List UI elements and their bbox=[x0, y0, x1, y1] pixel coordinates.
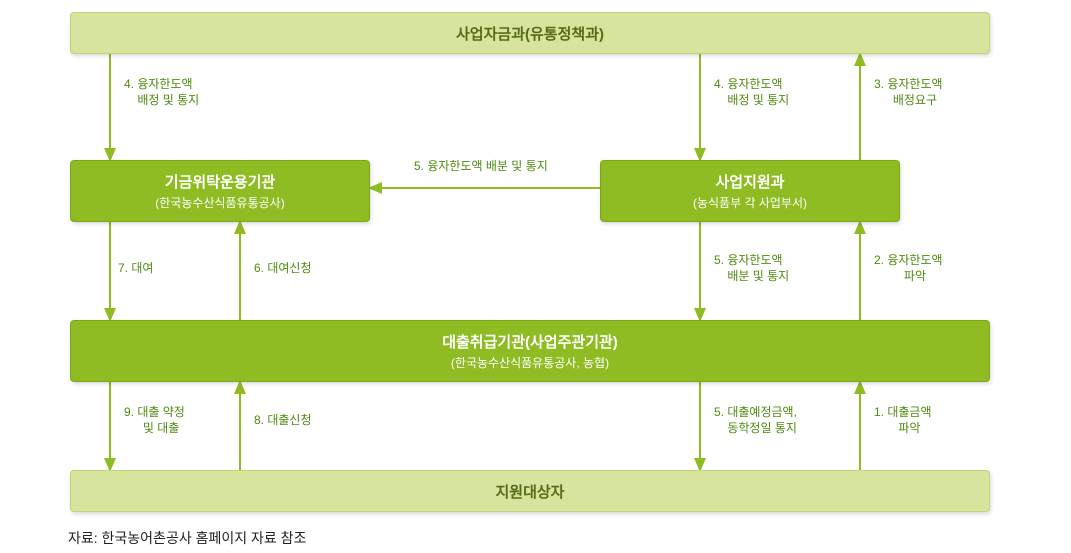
node-business-fund-dept: 사업자금과(유통정책과) bbox=[70, 12, 990, 54]
edge-label-line: 5. 대출예정금액, bbox=[714, 404, 797, 420]
edge-label-line: 3. 융자한도액 bbox=[874, 76, 943, 92]
node-title: 기금위탁운용기관 bbox=[165, 171, 275, 192]
node-project-support-dept: 사업지원과 (농식품부 각 사업부서) bbox=[600, 160, 900, 222]
edge-label-line: 6. 대여신청 bbox=[254, 260, 312, 276]
edge-label: 9. 대출 약정 및 대출 bbox=[124, 404, 185, 436]
node-subtitle: (한국농수산식품유통공사) bbox=[155, 194, 284, 211]
node-subtitle: (한국농수산식품유통공사, 농협) bbox=[451, 354, 609, 371]
node-beneficiary: 지원대상자 bbox=[70, 470, 990, 512]
node-fund-trustee-agency: 기금위탁운용기관 (한국농수산식품유통공사) bbox=[70, 160, 370, 222]
edge-label: 4. 융자한도액 배정 및 통지 bbox=[124, 76, 199, 108]
edge-label-line: 5. 융자한도액 bbox=[714, 252, 789, 268]
edge-label-line: 8. 대출신청 bbox=[254, 412, 312, 428]
edge-label-line: 파악 bbox=[874, 420, 932, 436]
edge-label-line: 파악 bbox=[874, 268, 943, 284]
edge-label: 7. 대여 bbox=[118, 260, 153, 276]
edge-label-line: 4. 융자한도액 bbox=[124, 76, 199, 92]
edge-label-line: 배정요구 bbox=[874, 92, 943, 108]
edge-label-line: 배정 및 통지 bbox=[124, 92, 199, 108]
edge-label-line: 2. 융자한도액 bbox=[874, 252, 943, 268]
edge-label-line: 1. 대출금액 bbox=[874, 404, 932, 420]
node-title: 대출취급기관(사업주관기관) bbox=[442, 331, 618, 352]
edge-label-line: 및 대출 bbox=[124, 420, 185, 436]
edge-label-line: 7. 대여 bbox=[118, 260, 153, 276]
edge-label-line: 9. 대출 약정 bbox=[124, 404, 185, 420]
node-loan-handling-agency: 대출취급기관(사업주관기관) (한국농수산식품유통공사, 농협) bbox=[70, 320, 990, 382]
edge-label: 5. 융자한도액 배분 및 통지 bbox=[714, 252, 789, 284]
edge-label: 3. 융자한도액 배정요구 bbox=[874, 76, 943, 108]
edge-label: 8. 대출신청 bbox=[254, 412, 312, 428]
edge-label: 1. 대출금액 파악 bbox=[874, 404, 932, 436]
node-title: 지원대상자 bbox=[495, 481, 564, 502]
edge-label-line: 배분 및 통지 bbox=[714, 268, 789, 284]
edge-label-line: 배정 및 통지 bbox=[714, 92, 789, 108]
edge-label: 2. 융자한도액 파악 bbox=[874, 252, 943, 284]
node-title: 사업지원과 bbox=[715, 171, 784, 192]
edge-label: 4. 융자한도액 배정 및 통지 bbox=[714, 76, 789, 108]
edge-label: 5. 대출예정금액, 동학정일 통지 bbox=[714, 404, 797, 436]
edge-label: 5. 융자한도액 배분 및 통지 bbox=[414, 158, 548, 174]
source-note: 자료: 한국농어촌공사 홈페이지 자료 참조 bbox=[68, 528, 306, 548]
node-subtitle: (농식품부 각 사업부서) bbox=[693, 194, 807, 211]
edge-label-line: 4. 융자한도액 bbox=[714, 76, 789, 92]
edge-label-line: 동학정일 통지 bbox=[714, 420, 797, 436]
edge-label-line: 5. 융자한도액 배분 및 통지 bbox=[414, 158, 548, 174]
node-title: 사업자금과(유통정책과) bbox=[456, 23, 604, 44]
edge-label: 6. 대여신청 bbox=[254, 260, 312, 276]
